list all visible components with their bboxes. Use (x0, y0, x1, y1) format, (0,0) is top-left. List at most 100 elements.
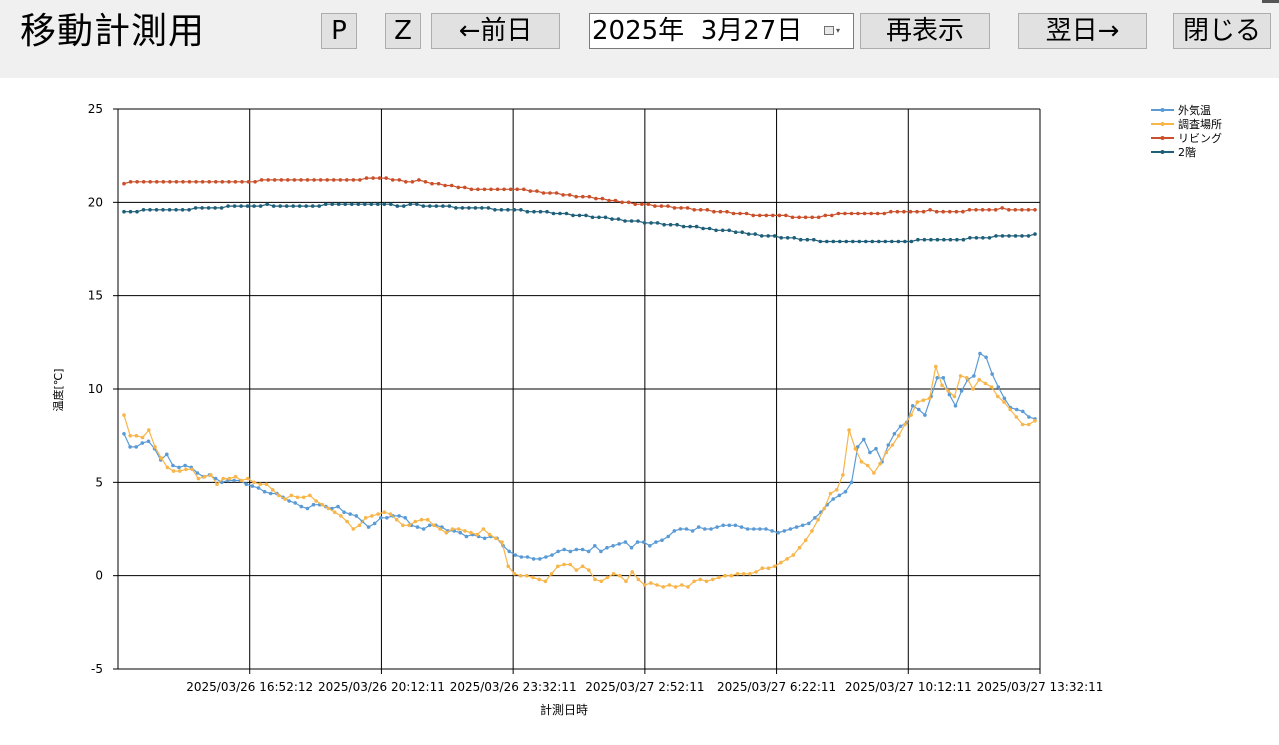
data-point (215, 482, 219, 487)
data-point (356, 202, 361, 206)
z-button[interactable]: Z (385, 13, 421, 49)
data-point (454, 206, 458, 210)
p-button[interactable]: P (321, 13, 357, 49)
data-point (577, 213, 582, 218)
data-point (336, 504, 340, 509)
data-point (655, 221, 660, 225)
data-point (350, 202, 354, 206)
data-point (971, 387, 975, 391)
next-day-button[interactable]: 翌日→ (1018, 13, 1147, 49)
data-point (233, 474, 238, 479)
data-point (803, 215, 808, 220)
data-point (1033, 232, 1037, 236)
chevron-down-icon[interactable]: ▾ (836, 26, 841, 35)
data-point (364, 176, 369, 180)
data-point (859, 460, 864, 464)
data-point (574, 568, 579, 572)
data-point (607, 198, 611, 203)
data-point (402, 204, 406, 208)
data-point (384, 176, 389, 180)
data-point (974, 208, 978, 212)
data-point (397, 514, 401, 518)
data-point (718, 209, 723, 214)
data-point (993, 208, 998, 212)
data-point (617, 542, 621, 546)
data-point (301, 495, 306, 500)
data-point (941, 376, 946, 380)
data-point (1007, 208, 1011, 212)
data-point (896, 433, 901, 438)
data-point (597, 215, 601, 220)
data-point (641, 540, 646, 544)
data-point (482, 536, 487, 541)
data-point (785, 236, 790, 240)
previous-day-button[interactable]: ←前日 (431, 13, 560, 49)
data-point (666, 534, 670, 539)
data-point (890, 239, 894, 244)
legend-marker (1160, 136, 1165, 140)
data-point (262, 489, 267, 494)
data-point (128, 445, 132, 449)
data-point (831, 239, 836, 244)
refresh-button[interactable]: 再表示 (860, 13, 990, 49)
data-point (745, 527, 750, 531)
data-point (135, 180, 139, 184)
data-point (187, 180, 192, 184)
data-point (890, 443, 895, 447)
data-point (122, 181, 126, 186)
data-point (382, 510, 387, 514)
data-point (330, 202, 335, 206)
data-point (822, 506, 827, 511)
window-corner-mark (1262, 0, 1279, 3)
data-point (672, 206, 677, 210)
data-point (1033, 208, 1037, 212)
data-point (929, 237, 933, 242)
data-point (369, 202, 374, 206)
data-point (252, 204, 256, 208)
data-point (878, 461, 882, 466)
data-point (725, 209, 729, 214)
data-point (941, 209, 945, 214)
data-point (401, 523, 405, 528)
data-point (837, 493, 842, 498)
data-point (690, 529, 695, 533)
data-point (469, 187, 474, 192)
data-point (227, 476, 232, 481)
data-point (701, 226, 705, 231)
data-point (538, 557, 542, 561)
data-point (460, 206, 465, 210)
data-point (868, 450, 872, 455)
data-point (987, 208, 991, 212)
data-point (240, 180, 244, 184)
data-point (410, 180, 415, 184)
data-point (698, 208, 703, 212)
data-point (754, 570, 758, 574)
data-point (434, 204, 439, 208)
data-point (731, 211, 736, 216)
data-point (284, 204, 289, 208)
data-point (549, 572, 554, 576)
data-point (556, 549, 560, 554)
data-point (648, 544, 652, 548)
data-point (810, 529, 814, 533)
date-picker[interactable]: 2025年 3月27日 ▾ (589, 13, 854, 49)
data-point (673, 585, 678, 589)
data-point (744, 211, 749, 216)
legend-label: 外気温 (1178, 103, 1211, 117)
close-button[interactable]: 閉じる (1173, 13, 1271, 49)
data-point (444, 530, 449, 535)
data-point (128, 180, 133, 184)
series-0 (122, 351, 1037, 561)
data-point (967, 208, 972, 212)
data-point (519, 208, 523, 212)
calendar-icon[interactable] (824, 26, 834, 35)
data-point (525, 573, 529, 578)
x-tick-label: 2025/03/27 10:12:11 (845, 680, 972, 694)
data-point (377, 176, 382, 180)
data-point (486, 206, 491, 210)
data-point (916, 237, 920, 242)
data-point (883, 239, 888, 244)
temperature-chart: -5 0 5 10 15 20 25 2025/03/26 16:52:12 2025/03/2… (51, 102, 1222, 717)
data-point (562, 547, 566, 552)
data-point (495, 187, 500, 192)
